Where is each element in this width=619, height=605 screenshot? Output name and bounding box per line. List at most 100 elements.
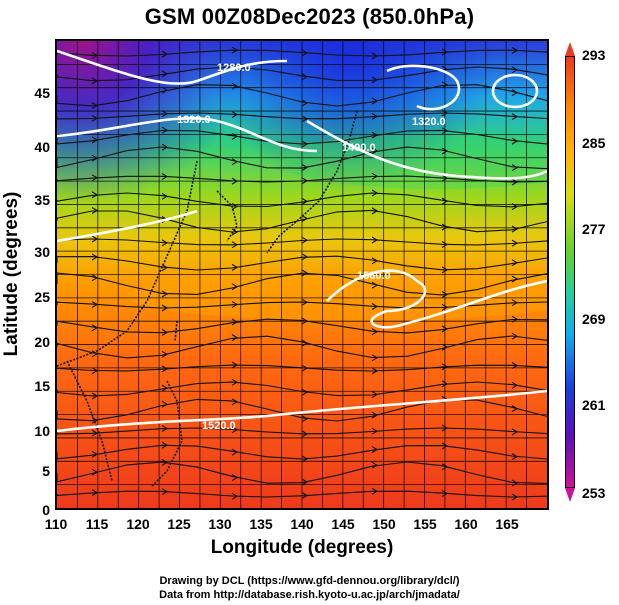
wind-arrowhead [371,354,379,362]
wind-arrowhead [231,474,239,482]
wind-arrowhead [441,303,449,311]
wind-arrowhead [231,378,239,386]
wind-arrowhead [301,478,309,486]
colorbar-label-253: 253 [582,485,606,501]
contour-1520 [57,389,547,433]
wind-arrowhead [301,140,309,148]
wind-arrowhead [511,428,519,436]
streamline [57,381,547,397]
wind-arrowhead [161,328,169,336]
wind-arrowhead [231,132,239,140]
streamline [57,444,547,460]
wind-arrowhead [371,131,379,139]
wind-arrowhead [511,493,519,501]
wind-arrowhead [511,259,519,267]
wind-arrowhead [371,207,379,215]
wind-arrowhead [161,350,169,358]
x-tick-150: 150 [372,516,396,532]
wind-arrowhead [371,303,379,310]
streamlines [57,46,547,501]
coastline-philippines [151,380,183,487]
wind-arrowhead [441,147,449,155]
colorbar-label-277: 277 [582,221,606,237]
wind-arrowhead [301,236,309,244]
wind-arrowhead [231,46,239,54]
wind-arrowhead [301,298,309,306]
wind-arrowhead [511,46,519,54]
wind-arrowhead [301,492,309,499]
wind-arrowhead [371,446,379,453]
streamline [57,272,547,296]
wind-arrowhead [231,426,239,434]
wind-arrowhead [231,263,239,271]
wind-arrowhead [301,73,309,81]
streamline [57,427,547,435]
wind-arrowhead [511,66,519,74]
wind-arrowhead [301,364,309,372]
coastline-korea [216,190,238,242]
wind-arrowhead [441,266,449,274]
wind-arrowhead [161,458,169,466]
wind-arrowhead [441,291,449,298]
wind-arrowhead [441,223,449,231]
wind-arrowhead [91,450,99,458]
x-tick-120: 120 [126,516,150,532]
wind-arrowhead [91,207,99,214]
x-tick-160: 160 [454,516,478,532]
contour-north-ring [57,49,288,85]
contour-label-4: 1400.0 [342,142,376,154]
y-tick-40: 40 [34,139,50,155]
y-tick-5: 5 [42,463,50,479]
coastline-japan [266,110,358,254]
y-tick-25: 25 [34,289,50,305]
streamline [57,192,547,208]
wind-arrowhead [371,461,379,469]
wind-arrowhead [161,192,169,200]
wind-arrowhead [231,492,239,500]
y-tick-0: 0 [42,502,50,518]
wind-arrowhead [91,253,99,261]
wind-arrowhead [161,425,169,432]
contour-nw-loop [57,117,318,153]
wind-arrowhead [91,489,99,497]
wind-arrowhead [231,203,239,210]
colorbar-label-285: 285 [582,135,606,151]
wind-arrowhead [301,415,309,423]
wind-arrowhead [441,380,449,388]
wind-arrowhead [511,453,519,461]
wind-arrowhead [161,239,169,247]
colorbar-bottom-triangle [565,488,575,502]
wind-arrowhead [161,304,169,312]
wind-arrowhead [161,86,169,94]
wind-arrowhead [301,177,309,185]
wind-arrowhead [371,427,379,435]
wind-arrowhead [91,191,99,199]
contour-labels: 1280.0 1320.0 1320.0 1400.0 1560.0 1520.… [177,62,446,432]
wind-arrowhead [511,275,519,283]
wind-arrowhead [371,281,379,289]
wind-arrowhead [511,479,519,487]
wind-arrowhead [301,99,309,107]
colorbar-label-261: 261 [582,397,606,413]
wind-arrowhead [441,197,449,205]
wind-arrowhead [511,178,519,186]
wind-arrowhead [301,164,309,171]
contour-label-5: 1560.0 [357,270,391,282]
wind-arrowhead [511,362,519,369]
wind-arrowhead [511,299,519,307]
wind-arrowhead [91,102,99,110]
wind-arrowhead [371,367,379,375]
coastline-vietnam [66,360,113,482]
wind-arrowhead [441,127,449,135]
wind-arrowhead [91,301,99,308]
x-tick-165: 165 [495,516,519,532]
map-plot-area[interactable]: 1280.0 1320.0 1320.0 1400.0 1560.0 1520.… [55,39,549,510]
wind-arrowhead [91,52,99,59]
streamline [57,66,547,82]
wind-arrowhead [511,315,519,323]
y-axis-label: Latitude (degrees) [1,191,22,357]
wind-arrowhead [441,48,449,56]
wind-arrowhead [161,400,169,408]
wind-arrowhead [161,264,169,272]
wind-arrowhead [511,405,519,413]
